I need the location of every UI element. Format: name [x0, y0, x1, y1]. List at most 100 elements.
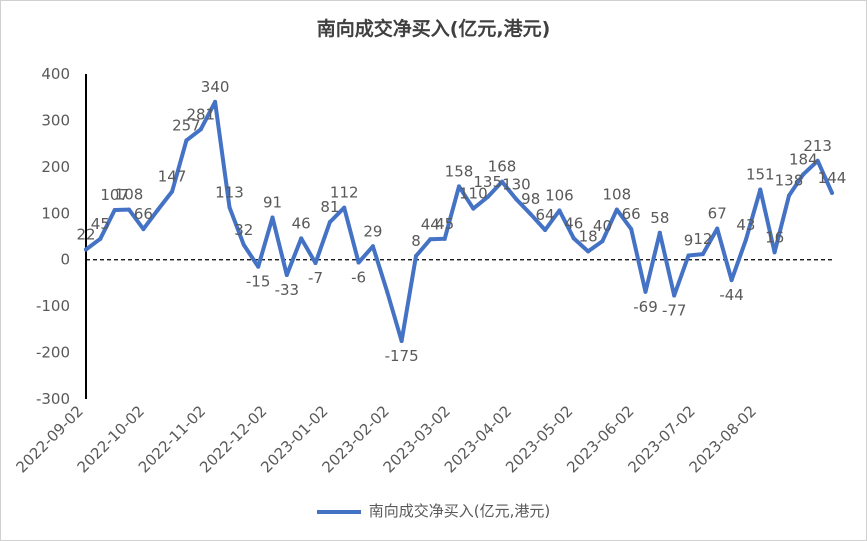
data-point — [327, 220, 332, 225]
data-point — [758, 187, 763, 192]
data-label: -44 — [719, 286, 744, 304]
data-point — [500, 179, 505, 184]
data-point — [672, 293, 677, 298]
data-point — [571, 236, 576, 241]
data-point — [127, 207, 132, 212]
y-tick-label: -300 — [36, 390, 70, 408]
data-point — [284, 273, 289, 278]
data-point — [112, 208, 117, 213]
data-point — [370, 244, 375, 249]
legend-label: 南向成交净买入(亿元,港元) — [368, 502, 551, 520]
data-point — [227, 205, 232, 210]
data-point — [643, 289, 648, 294]
data-label: 66 — [134, 205, 153, 223]
data-label: 184 — [789, 150, 818, 168]
data-point — [198, 127, 203, 132]
data-label: 107 — [100, 186, 129, 204]
data-label: -6 — [351, 269, 366, 287]
data-point — [657, 230, 662, 235]
data-point — [385, 290, 390, 295]
data-label: 281 — [186, 105, 215, 123]
data-label: 138 — [775, 172, 804, 190]
data-label: 8 — [411, 232, 421, 250]
data-point — [141, 227, 146, 232]
data-point — [342, 205, 347, 210]
data-point — [528, 212, 533, 217]
data-point — [485, 195, 490, 200]
data-point — [84, 247, 88, 252]
data-point — [700, 252, 705, 257]
data-point — [801, 172, 806, 177]
data-label: 158 — [445, 162, 474, 180]
data-point — [743, 237, 748, 242]
data-point — [772, 250, 777, 255]
data-label: 64 — [536, 206, 555, 224]
data-label: 66 — [622, 205, 641, 223]
data-label: 147 — [158, 167, 187, 185]
y-tick-label: 0 — [60, 251, 70, 269]
data-label: -77 — [662, 301, 687, 319]
data-label: 151 — [746, 166, 775, 184]
y-tick-label: 400 — [41, 65, 70, 83]
data-label: -33 — [275, 281, 300, 299]
y-tick-label: -200 — [36, 344, 70, 362]
data-point — [629, 227, 634, 232]
data-label: 9 — [684, 232, 694, 250]
chart-title: 南向成交净买入(亿元,港元) — [316, 18, 551, 40]
data-label: 112 — [330, 184, 359, 202]
data-label: -175 — [385, 347, 419, 365]
data-point — [543, 228, 548, 232]
data-point — [356, 260, 361, 265]
data-point — [313, 260, 318, 265]
data-point — [399, 338, 404, 343]
data-label: 110 — [459, 185, 488, 203]
data-label: 340 — [201, 78, 230, 96]
data-point — [428, 237, 433, 242]
data-label: 67 — [708, 205, 727, 223]
data-point — [686, 253, 691, 258]
data-point — [815, 158, 820, 163]
data-point — [715, 226, 720, 231]
data-label: 81 — [320, 198, 339, 216]
data-label: 91 — [263, 193, 282, 211]
data-label: 58 — [650, 209, 669, 227]
data-label: 22 — [76, 226, 95, 244]
data-point — [600, 239, 605, 244]
data-point — [514, 197, 519, 202]
data-label: 29 — [363, 222, 382, 240]
data-label: 12 — [693, 230, 712, 248]
data-label: 113 — [215, 183, 244, 201]
data-label: 130 — [502, 175, 531, 193]
data-point — [155, 208, 160, 213]
y-tick-label: 200 — [41, 158, 70, 176]
y-tick-label: -100 — [36, 297, 70, 315]
data-point — [241, 242, 246, 247]
y-tick-label: 300 — [41, 111, 70, 129]
legend-swatch — [316, 509, 361, 514]
data-point — [256, 264, 261, 269]
data-label: 213 — [803, 137, 832, 155]
data-label: 45 — [91, 215, 110, 233]
data-label: 106 — [545, 187, 574, 205]
data-label: 43 — [736, 216, 755, 234]
data-label: 257 — [172, 116, 201, 134]
data-point — [557, 208, 562, 213]
data-label: 16 — [765, 228, 784, 246]
data-point — [270, 215, 275, 220]
data-point — [586, 249, 591, 254]
data-point — [614, 207, 619, 212]
data-label: 46 — [564, 214, 583, 232]
data-point — [457, 184, 461, 189]
data-label: 44 — [421, 215, 440, 233]
data-point — [729, 278, 734, 283]
data-label: -15 — [246, 273, 271, 291]
data-label: 98 — [521, 190, 540, 208]
data-point — [830, 190, 834, 195]
data-label: 135 — [473, 173, 502, 191]
data-label: 168 — [488, 158, 517, 176]
data-point — [786, 193, 791, 198]
data-point — [184, 138, 189, 143]
data-point — [442, 236, 447, 241]
data-label: 32 — [234, 221, 253, 239]
